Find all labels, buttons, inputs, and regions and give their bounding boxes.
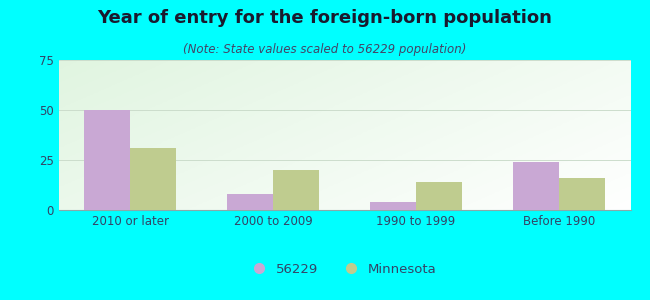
Bar [559, 178, 604, 210]
Bar [227, 194, 273, 210]
Bar [370, 202, 416, 210]
Bar [130, 148, 176, 210]
Bar [416, 182, 462, 210]
Legend: 56229, Minnesota: 56229, Minnesota [247, 257, 442, 281]
Text: (Note: State values scaled to 56229 population): (Note: State values scaled to 56229 popu… [183, 44, 467, 56]
Bar [273, 170, 318, 210]
Bar [84, 110, 130, 210]
Text: Year of entry for the foreign-born population: Year of entry for the foreign-born popul… [98, 9, 552, 27]
Bar [514, 162, 559, 210]
